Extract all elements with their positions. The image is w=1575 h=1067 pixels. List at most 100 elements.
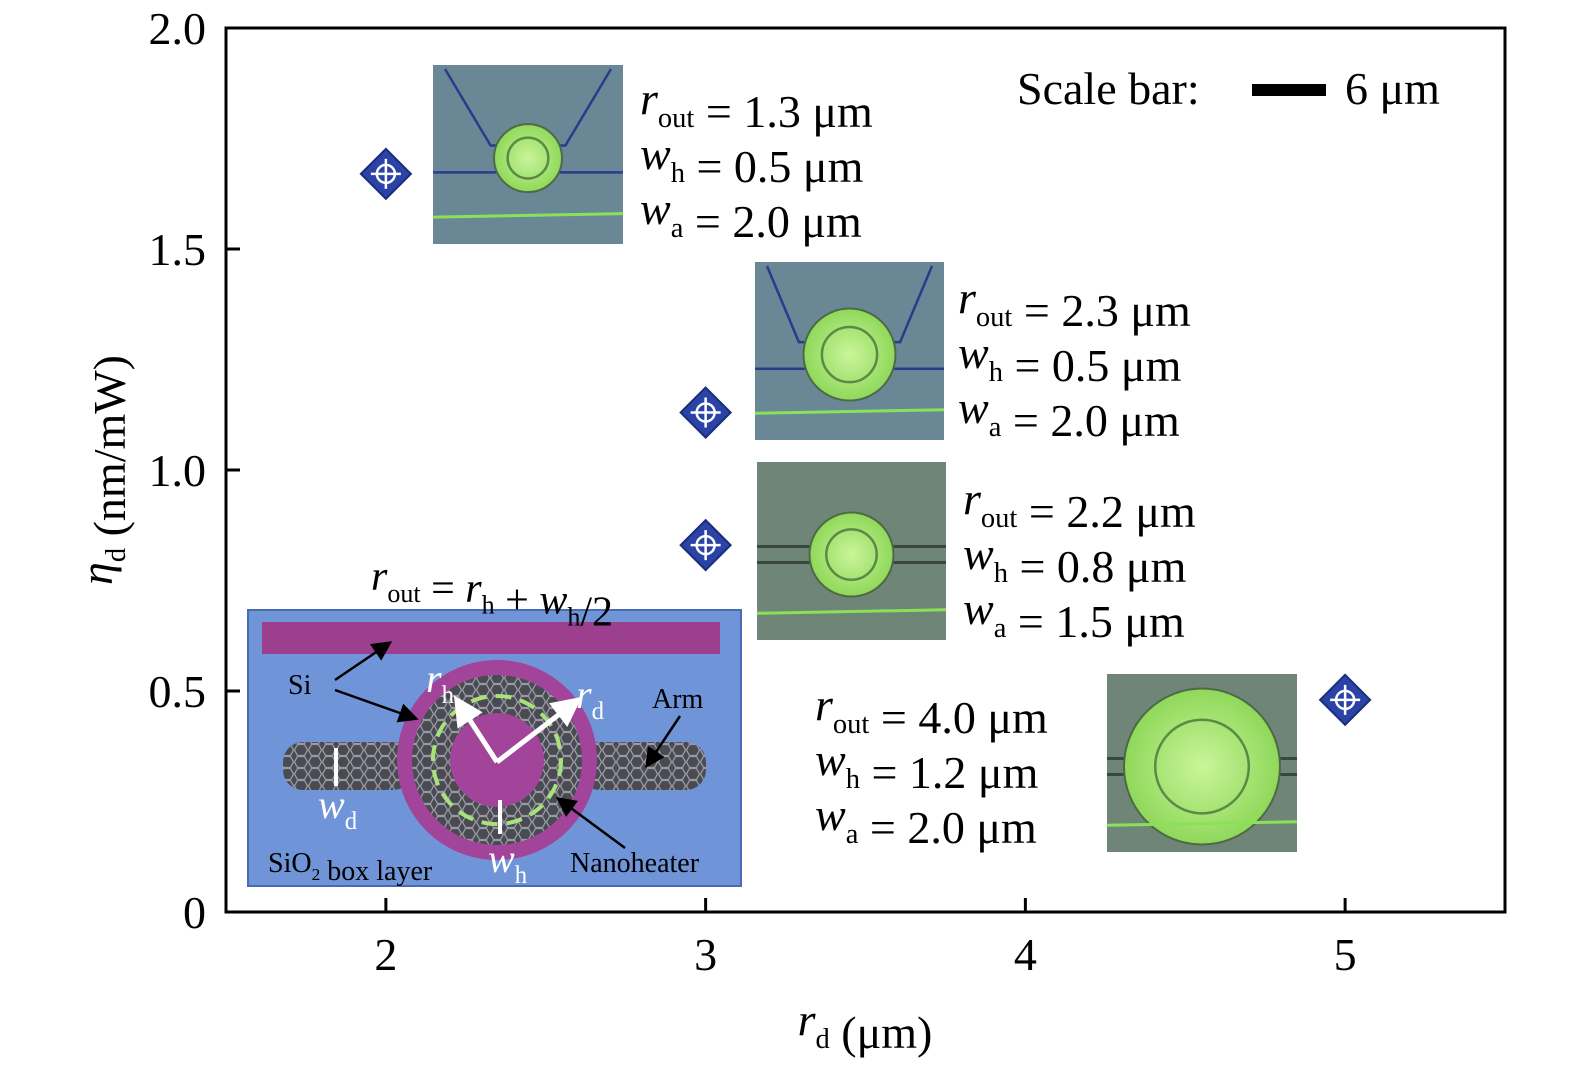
annotation-line: wa = 2.0 μm bbox=[640, 183, 862, 247]
y-tick-label: 0 bbox=[183, 887, 206, 938]
subscript: h bbox=[567, 602, 580, 631]
subscript: out bbox=[981, 503, 1018, 534]
micrograph bbox=[432, 65, 624, 244]
rh-circle bbox=[431, 694, 563, 826]
y-tick-label: 1.5 bbox=[149, 224, 207, 275]
inset-label: wh bbox=[488, 836, 528, 889]
text-part: Si bbox=[288, 670, 312, 701]
arm-right bbox=[580, 742, 706, 790]
text-part: r bbox=[640, 73, 659, 124]
subscript: h bbox=[482, 591, 495, 620]
text-part: 1.5 μm bbox=[1055, 596, 1185, 647]
y-tick-label: 2.0 bbox=[149, 3, 207, 54]
text-part: r bbox=[465, 566, 482, 612]
scale-bar-label: Scale bar: bbox=[1017, 63, 1200, 114]
text-part: r bbox=[963, 473, 982, 524]
text-part: = bbox=[870, 802, 896, 853]
scale-bar-length: 6 μm bbox=[1345, 63, 1440, 114]
subscript: h bbox=[994, 558, 1008, 589]
annotation-line: rout = 2.2 μm bbox=[963, 473, 1196, 537]
text-part: = bbox=[1024, 285, 1050, 336]
data-point bbox=[1318, 673, 1372, 727]
inset-label: Si bbox=[288, 670, 312, 701]
micrograph-waveguide bbox=[754, 408, 945, 415]
annotation-line: wa = 2.0 μm bbox=[958, 382, 1180, 446]
micrograph-waveguide bbox=[1106, 820, 1298, 827]
micrograph-ring bbox=[825, 528, 878, 582]
inset-label: wd bbox=[318, 782, 358, 835]
text-part: w bbox=[318, 782, 345, 827]
text-part: = bbox=[1014, 340, 1040, 391]
text-part: = bbox=[1019, 541, 1045, 592]
si-pointer bbox=[334, 688, 419, 723]
scale-bar bbox=[1252, 84, 1326, 96]
micrograph-waveguide bbox=[432, 212, 624, 219]
micrograph-ring bbox=[506, 136, 550, 180]
arm-left bbox=[283, 742, 413, 790]
annotation-line: wh = 0.5 μm bbox=[958, 327, 1182, 391]
text-part: SiO bbox=[268, 848, 312, 879]
text-part: = bbox=[431, 566, 455, 612]
text-part: w bbox=[815, 789, 846, 840]
text-part: 0.8 μm bbox=[1057, 541, 1187, 592]
text-part: = bbox=[695, 196, 721, 247]
text-part: Arm bbox=[652, 684, 704, 715]
y-tick-label: 1.0 bbox=[149, 445, 207, 496]
text-part: (nm/mW) bbox=[84, 355, 135, 536]
marker-cross bbox=[1330, 684, 1361, 715]
subscript: h bbox=[989, 357, 1003, 388]
text-part: w bbox=[640, 183, 671, 234]
y-axis-label: ηd (nm/mW) bbox=[71, 355, 135, 585]
subscript: d bbox=[816, 1024, 830, 1055]
illustrations bbox=[247, 65, 1298, 887]
x-tick-label: 4 bbox=[1014, 929, 1037, 980]
text-part: r bbox=[958, 272, 977, 323]
text-part: = bbox=[1018, 596, 1044, 647]
micrograph-ring bbox=[820, 325, 879, 384]
heater-pointer bbox=[555, 797, 626, 850]
text-part: r bbox=[798, 994, 817, 1045]
text-part: 2.0 μm bbox=[1050, 395, 1180, 446]
text-part: 2.2 μm bbox=[1066, 486, 1196, 537]
subscript: a bbox=[989, 412, 1002, 443]
text-part: 2.3 μm bbox=[1061, 285, 1191, 336]
text-part: 0.5 μm bbox=[734, 141, 864, 192]
micrograph bbox=[756, 462, 947, 640]
inset-label: Nanoheater bbox=[570, 848, 700, 879]
text-part: w bbox=[488, 836, 515, 881]
text-part: r bbox=[576, 672, 592, 717]
text-part: 1.2 μm bbox=[909, 747, 1039, 798]
micrograph bbox=[754, 262, 945, 440]
annotation-line: wa = 2.0 μm bbox=[815, 789, 1037, 853]
annotation-line: wh = 1.2 μm bbox=[815, 734, 1039, 798]
rd-arrow bbox=[495, 696, 582, 764]
subscript: a bbox=[671, 213, 684, 244]
micrograph bbox=[1106, 674, 1298, 852]
text-part: = bbox=[881, 692, 907, 743]
arm-pointer bbox=[645, 715, 682, 769]
text-part: /2 bbox=[580, 589, 613, 635]
marker-cross bbox=[690, 530, 721, 561]
text-part: 1.3 μm bbox=[743, 86, 873, 137]
text-part: r bbox=[426, 656, 442, 701]
text-part: r bbox=[815, 679, 834, 730]
x-axis-label: rd (μm) bbox=[798, 994, 933, 1058]
text-part: w bbox=[815, 734, 846, 785]
micrograph-disk bbox=[493, 123, 563, 194]
subscript: d bbox=[101, 548, 132, 562]
annotation-line: rout = 2.3 μm bbox=[958, 272, 1191, 336]
inset-schematic bbox=[247, 609, 742, 887]
subscript: h bbox=[846, 764, 860, 795]
text-part: w bbox=[640, 128, 671, 179]
subscript: d bbox=[592, 698, 605, 725]
text-part: = bbox=[696, 141, 722, 192]
text-part: + bbox=[505, 578, 529, 624]
micrograph-ring bbox=[1153, 718, 1251, 815]
text-part: w bbox=[963, 528, 994, 579]
micrograph-disk bbox=[1123, 687, 1281, 846]
annotation-line: wh = 0.5 μm bbox=[640, 128, 864, 192]
inset-label: Arm bbox=[652, 684, 704, 715]
subscript: a bbox=[846, 819, 859, 850]
x-tick-label: 5 bbox=[1334, 929, 1357, 980]
